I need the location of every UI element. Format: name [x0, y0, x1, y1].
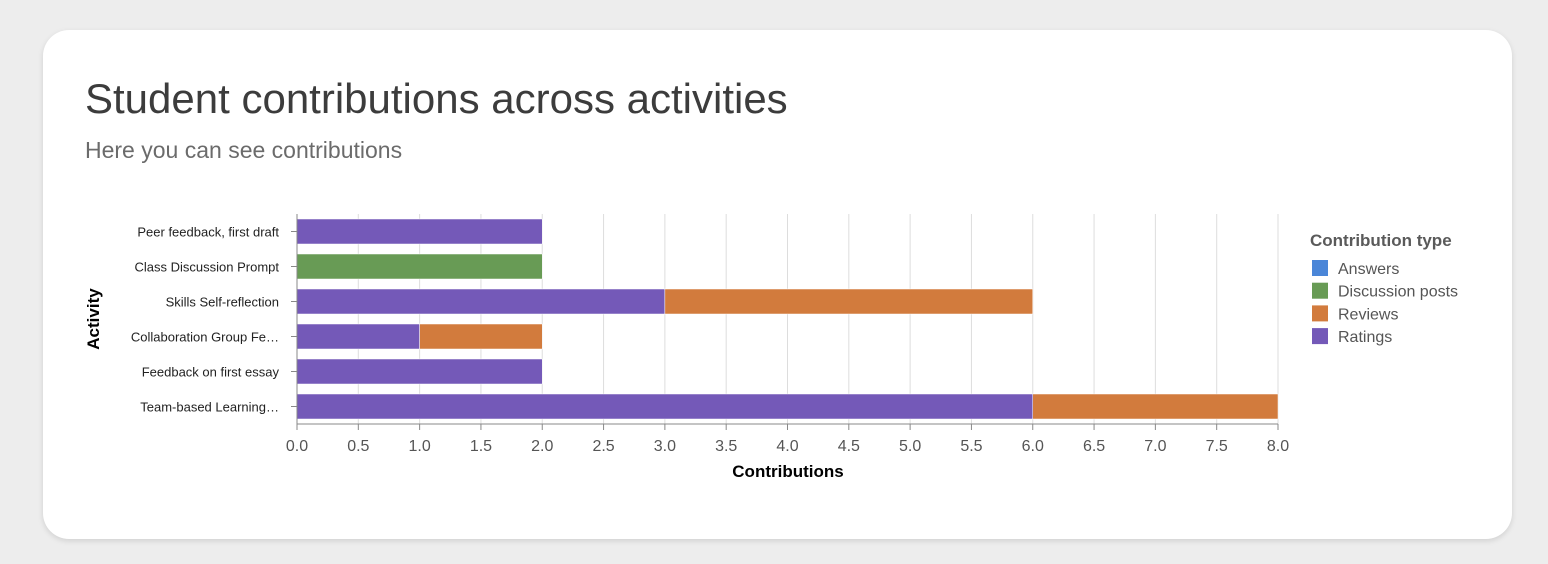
legend-label: Answers	[1338, 261, 1399, 278]
bar-segment-reviews	[664, 288, 1033, 315]
chart-card: Student contributions across activities …	[43, 30, 1512, 539]
category-label: Skills Self-reflection	[166, 295, 279, 310]
category-label: Class Discussion Prompt	[135, 260, 280, 275]
x-tick-label: 6.0	[1022, 438, 1044, 455]
legend-swatch	[1312, 305, 1328, 322]
legend-label: Discussion posts	[1338, 284, 1458, 301]
legend-label: Reviews	[1338, 306, 1398, 323]
bar-segment-ratings	[296, 393, 1033, 420]
legend-label: Ratings	[1338, 329, 1392, 346]
bar-segment-ratings	[296, 323, 420, 350]
legend: Contribution type Answers Discussion post…	[1310, 231, 1458, 346]
x-tick-label: 5.0	[899, 438, 921, 455]
legend-swatch	[1312, 328, 1328, 345]
x-tick-label: 0.5	[347, 438, 369, 455]
grid-lines	[296, 214, 1279, 424]
category-label: Collaboration Group Fe…	[131, 330, 279, 345]
page-subtitle: Here you can see contributions	[85, 137, 403, 163]
bar-segment-ratings	[296, 288, 666, 315]
x-tick-label: 4.0	[776, 438, 798, 455]
x-tick-label: 1.5	[470, 438, 492, 455]
legend-items: Answers Discussion posts Reviews Ratings	[1312, 260, 1458, 346]
page-title: Student contributions across activities	[85, 75, 788, 122]
x-tick-labels: 0.0 0.5 1.0 1.5 2.0 2.5 3.0 3.5 4.0 4.5 5.0 5.5 6.0 6…	[286, 438, 1289, 455]
x-axis-label: Contributions	[732, 462, 843, 481]
category-label: Peer feedback, first draft	[137, 225, 279, 240]
category-label: Team-based Learning…	[140, 400, 279, 415]
x-tick-label: 3.0	[654, 438, 676, 455]
x-tick-label: 1.0	[409, 438, 431, 455]
bar-segment-reviews	[1032, 393, 1279, 420]
legend-title: Contribution type	[1310, 231, 1452, 250]
bar-segment-ratings	[296, 218, 543, 245]
x-tick-label: 6.5	[1083, 438, 1105, 455]
legend-swatch	[1312, 260, 1328, 276]
x-tick-label: 0.0	[286, 438, 308, 455]
category-label: Feedback on first essay	[142, 365, 280, 380]
x-tick-label: 5.5	[960, 438, 982, 455]
category-labels: Peer feedback, first draft Class Discussi…	[131, 225, 280, 415]
bar-segment-ratings	[296, 358, 543, 385]
x-tick-label: 2.5	[592, 438, 614, 455]
x-tick-label: 2.0	[531, 438, 553, 455]
x-tick-label: 4.5	[838, 438, 860, 455]
bars	[296, 218, 1279, 420]
bar-segment-reviews	[419, 323, 543, 350]
x-tick-label: 8.0	[1267, 438, 1289, 455]
x-tick-label: 7.0	[1144, 438, 1166, 455]
x-tick-label: 7.5	[1206, 438, 1228, 455]
y-axis-label: Activity	[84, 288, 103, 350]
bar-segment-discussion-posts	[296, 253, 543, 280]
legend-swatch	[1312, 282, 1328, 299]
axes	[291, 214, 1279, 430]
x-tick-label: 3.5	[715, 438, 737, 455]
